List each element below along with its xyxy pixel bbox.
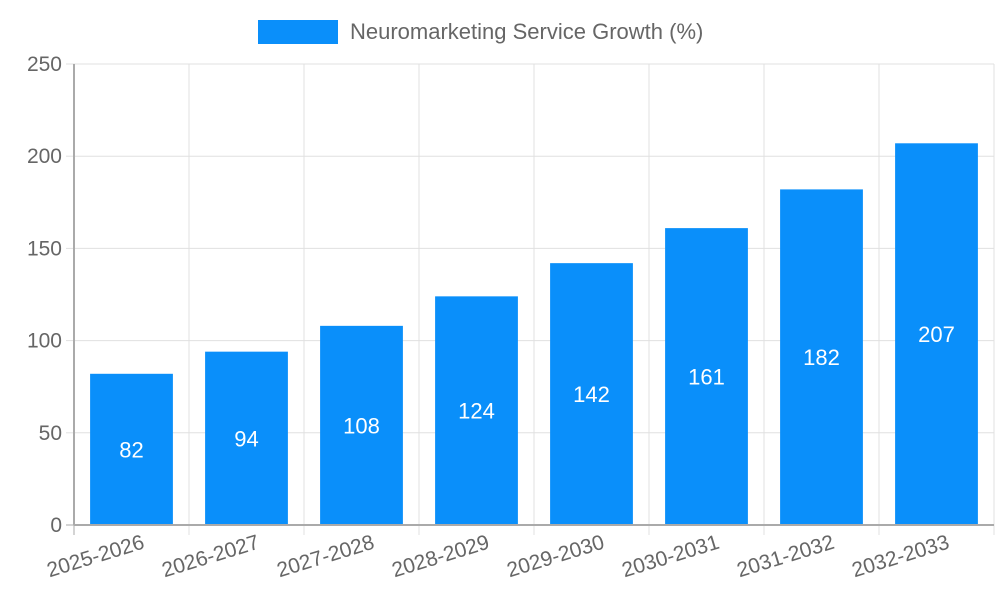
chart-legend[interactable]: Neuromarketing Service Growth (%) [258,18,703,46]
y-tick-label: 150 [27,237,62,260]
x-tick-label: 2032-2033 [849,531,952,582]
bar[interactable] [90,373,173,525]
x-tick-label: 2028-2029 [389,531,492,582]
bar[interactable] [665,228,748,525]
bar[interactable] [320,325,403,525]
bar[interactable] [780,189,863,525]
y-tick-label: 50 [39,422,62,445]
bar-value-label: 82 [119,437,143,462]
y-tick-label: 250 [27,53,62,76]
bar-value-label: 142 [573,382,610,407]
bar[interactable] [895,143,978,526]
bar-value-label: 161 [688,365,725,390]
x-tick-label: 2029-2030 [504,531,607,582]
y-tick-label: 0 [50,514,62,537]
bar[interactable] [205,351,288,525]
x-tick-label: 2027-2028 [274,531,377,582]
bar-value-label: 182 [803,345,840,370]
bar-value-label: 108 [343,413,380,438]
y-tick-label: 100 [27,330,62,353]
x-tick-label: 2031-2032 [734,531,837,582]
legend-label: Neuromarketing Service Growth (%) [350,19,704,44]
x-tick-label: 2030-2031 [619,531,722,582]
y-axis: 0 50 100 150 200 250 [27,53,74,537]
bar[interactable] [435,296,518,525]
bar[interactable] [550,263,633,525]
y-tick-label: 200 [27,145,62,168]
x-tick-label: 2025-2026 [44,531,147,582]
x-tick-label: 2026-2027 [159,531,262,582]
legend-swatch [258,20,338,44]
bar-value-label: 207 [918,322,955,347]
bar-value-label: 94 [234,426,258,451]
bars: 82 94 108 124 142 161 182 207 [90,143,978,526]
bar-value-label: 124 [458,399,495,424]
